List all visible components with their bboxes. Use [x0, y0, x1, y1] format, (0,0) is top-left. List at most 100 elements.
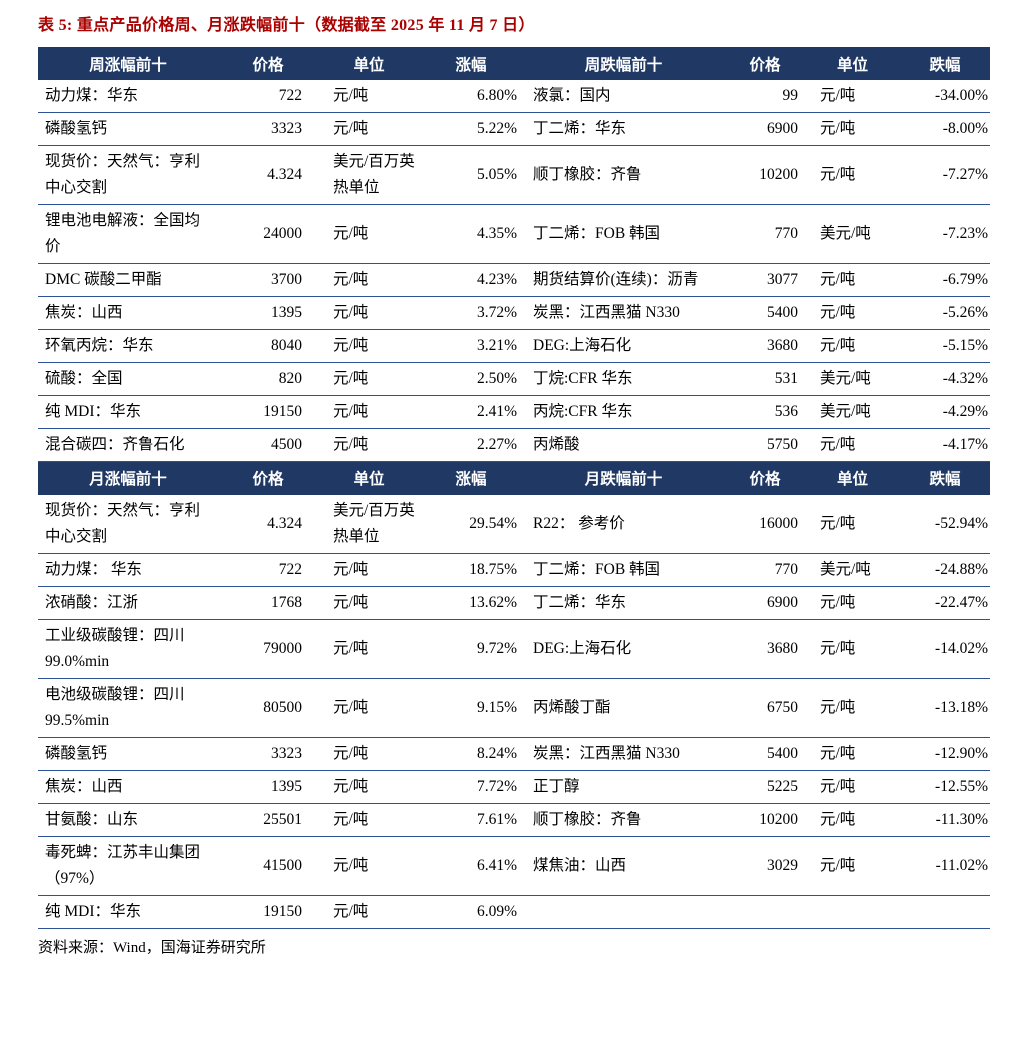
loser-name-cell: 丁二烯：FOB 韩国 — [522, 553, 725, 587]
loser-unit-cell: 元/吨 — [805, 586, 900, 620]
gainer-unit-cell: 元/吨 — [318, 586, 420, 620]
gainer-name-cell: 毒死蜱：江苏丰山集团（97%） — [38, 836, 218, 896]
weekly-column-header-5: 价格 — [725, 47, 805, 80]
monthly-column-header-3: 涨幅 — [420, 461, 522, 495]
gainer-change-cell: 9.15% — [420, 678, 522, 738]
gainer-name-cell: 甘氨酸：山东 — [38, 803, 218, 837]
loser-unit-cell: 元/吨 — [805, 145, 900, 205]
weekly-data-row: 锂电池电解液：全国均价 24000 元/吨 4.35% 丁二烯：FOB 韩国 770 美元/… — [38, 204, 990, 264]
gainer-change-cell: 13.62% — [420, 586, 522, 620]
gainer-unit-cell: 元/吨 — [318, 296, 420, 330]
weekly-data-row: 动力煤：华东 722 元/吨 6.80% 液氯：国内 99 元/吨 -34.00% — [38, 80, 990, 113]
loser-unit-cell — [805, 895, 900, 929]
source-note: 资料来源：Wind，国海证券研究所 — [38, 939, 266, 956]
loser-unit-cell: 元/吨 — [805, 619, 900, 679]
loser-name-cell: DEG:上海石化 — [522, 329, 725, 363]
monthly-column-header-7: 跌幅 — [900, 461, 990, 495]
gainer-unit-cell: 美元/百万英热单位 — [318, 145, 420, 205]
monthly-data-row: 焦炭：山西 1395 元/吨 7.72% 正丁醇 5225 元/吨 -12.55% — [38, 770, 990, 804]
gainer-change-cell: 5.22% — [420, 112, 522, 146]
loser-change-cell: -11.02% — [900, 836, 990, 896]
loser-change-cell: -8.00% — [900, 112, 990, 146]
loser-change-cell: -5.15% — [900, 329, 990, 363]
gainer-unit-cell: 美元/百万英热单位 — [318, 494, 420, 554]
gainer-price-cell: 41500 — [218, 836, 318, 896]
loser-unit-cell: 美元/吨 — [805, 553, 900, 587]
gainer-name-cell: 现货价：天然气：亨利中心交割 — [38, 494, 218, 554]
gainer-price-cell: 722 — [218, 553, 318, 587]
gainer-unit-cell: 元/吨 — [318, 836, 420, 896]
weekly-data-row: 环氧丙烷：华东 8040 元/吨 3.21% DEG:上海石化 3680 元/吨 -5.15% — [38, 329, 990, 363]
gainer-unit-cell: 元/吨 — [318, 428, 420, 462]
gainer-unit-cell: 元/吨 — [318, 619, 420, 679]
loser-price-cell — [725, 895, 805, 929]
gainer-name-cell: 工业级碳酸锂：四川 99.0%min — [38, 619, 218, 679]
weekly-data-row: 焦炭：山西 1395 元/吨 3.72% 炭黑：江西黑猫 N330 5400 元/吨 -5.2… — [38, 296, 990, 330]
monthly-column-header-4: 月跌幅前十 — [522, 461, 725, 495]
loser-change-cell: -12.90% — [900, 737, 990, 771]
loser-name-cell: R22： 参考价 — [522, 494, 725, 554]
gainer-change-cell: 6.41% — [420, 836, 522, 896]
loser-name-cell: 液氯：国内 — [522, 80, 725, 113]
gainer-change-cell: 18.75% — [420, 553, 522, 587]
gainer-change-cell: 2.50% — [420, 362, 522, 396]
loser-name-cell: 丙烷:CFR 华东 — [522, 395, 725, 429]
gainer-change-cell: 3.72% — [420, 296, 522, 330]
weekly-column-header-4: 周跌幅前十 — [522, 47, 725, 80]
weekly-data-row: 磷酸氢钙 3323 元/吨 5.22% 丁二烯：华东 6900 元/吨 -8.00% — [38, 112, 990, 146]
loser-unit-cell: 元/吨 — [805, 263, 900, 297]
loser-unit-cell: 元/吨 — [805, 678, 900, 738]
gainer-unit-cell: 元/吨 — [318, 770, 420, 804]
loser-change-cell: -4.32% — [900, 362, 990, 396]
loser-change-cell: -6.79% — [900, 263, 990, 297]
loser-unit-cell: 美元/吨 — [805, 204, 900, 264]
loser-name-cell: 煤焦油：山西 — [522, 836, 725, 896]
weekly-column-header-2: 单位 — [318, 47, 420, 80]
gainer-name-cell: 混合碳四：齐鲁石化 — [38, 428, 218, 462]
gainer-change-cell: 29.54% — [420, 494, 522, 554]
report-table-page: 表 5: 重点产品价格周、月涨跌幅前十（数据截至 2025 年 11 月 7 日… — [38, 17, 990, 956]
gainer-name-cell: 磷酸氢钙 — [38, 112, 218, 146]
loser-unit-cell: 元/吨 — [805, 737, 900, 771]
monthly-data-row: 磷酸氢钙 3323 元/吨 8.24% 炭黑：江西黑猫 N330 5400 元/吨 -12.9… — [38, 737, 990, 771]
weekly-column-header-6: 单位 — [805, 47, 900, 80]
loser-name-cell: 丙烯酸 — [522, 428, 725, 462]
gainer-name-cell: 纯 MDI：华东 — [38, 895, 218, 929]
loser-unit-cell: 元/吨 — [805, 836, 900, 896]
monthly-data-row: 纯 MDI：华东 19150 元/吨 6.09% — [38, 895, 990, 929]
loser-change-cell: -12.55% — [900, 770, 990, 804]
gainer-change-cell: 4.35% — [420, 204, 522, 264]
gainer-name-cell: 动力煤：华东 — [38, 80, 218, 113]
loser-name-cell — [522, 895, 725, 929]
gainer-change-cell: 2.41% — [420, 395, 522, 429]
weekly-data-row: 混合碳四：齐鲁石化 4500 元/吨 2.27% 丙烯酸 5750 元/吨 -4.17% — [38, 428, 990, 462]
monthly-column-header-5: 价格 — [725, 461, 805, 495]
loser-price-cell: 5750 — [725, 428, 805, 462]
loser-name-cell: 炭黑：江西黑猫 N330 — [522, 737, 725, 771]
gainer-price-cell: 4500 — [218, 428, 318, 462]
weekly-data-row: DMC 碳酸二甲酯 3700 元/吨 4.23% 期货结算价(连续)：沥青 3077 元/吨… — [38, 263, 990, 297]
weekly-data-row: 现货价：天然气：亨利中心交割 4.324 美元/百万英热单位 5.05% 顺丁橡胶：齐鲁… — [38, 145, 990, 205]
gainer-price-cell: 1768 — [218, 586, 318, 620]
loser-name-cell: 丁二烯：FOB 韩国 — [522, 204, 725, 264]
loser-change-cell: -22.47% — [900, 586, 990, 620]
gainer-name-cell: 焦炭：山西 — [38, 770, 218, 804]
loser-price-cell: 5225 — [725, 770, 805, 804]
loser-name-cell: 正丁醇 — [522, 770, 725, 804]
loser-name-cell: 丁二烯：华东 — [522, 586, 725, 620]
loser-change-cell: -13.18% — [900, 678, 990, 738]
loser-price-cell: 3077 — [725, 263, 805, 297]
loser-name-cell: DEG:上海石化 — [522, 619, 725, 679]
gainer-price-cell: 722 — [218, 80, 318, 113]
gainer-unit-cell: 元/吨 — [318, 204, 420, 264]
loser-price-cell: 5400 — [725, 737, 805, 771]
gainer-change-cell: 9.72% — [420, 619, 522, 679]
gainer-change-cell: 7.72% — [420, 770, 522, 804]
gainer-change-cell: 2.27% — [420, 428, 522, 462]
loser-change-cell: -7.23% — [900, 204, 990, 264]
gainer-price-cell: 19150 — [218, 895, 318, 929]
monthly-column-header-0: 月涨幅前十 — [38, 461, 218, 495]
monthly-header-row: 月涨幅前十 价格 单位 涨幅 月跌幅前十 价格 单位 跌幅 — [38, 461, 990, 495]
loser-unit-cell: 元/吨 — [805, 296, 900, 330]
loser-price-cell: 3680 — [725, 329, 805, 363]
